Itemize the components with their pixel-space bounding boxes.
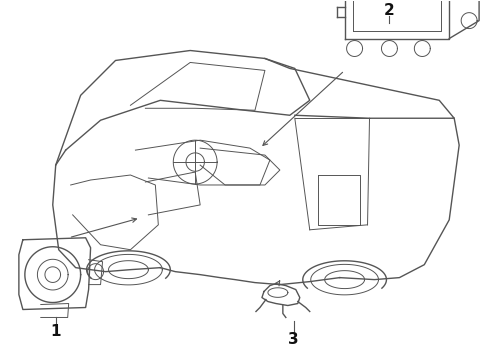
Text: 1: 1 (50, 324, 61, 339)
Text: 2: 2 (384, 3, 395, 18)
Text: 3: 3 (289, 332, 299, 347)
